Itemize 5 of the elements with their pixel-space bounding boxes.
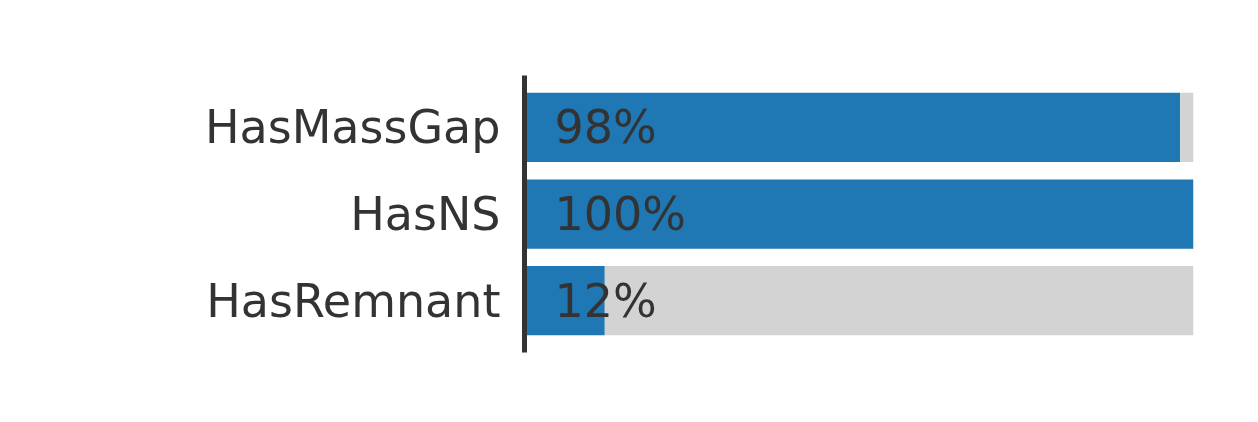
y-tick-label: HasRemnant <box>206 273 501 328</box>
data-label: 98% <box>554 100 657 155</box>
y-tick-label: HasMassGap <box>204 100 501 155</box>
data-label: 100% <box>554 187 687 241</box>
y-tick-label: HasNS <box>350 187 501 241</box>
